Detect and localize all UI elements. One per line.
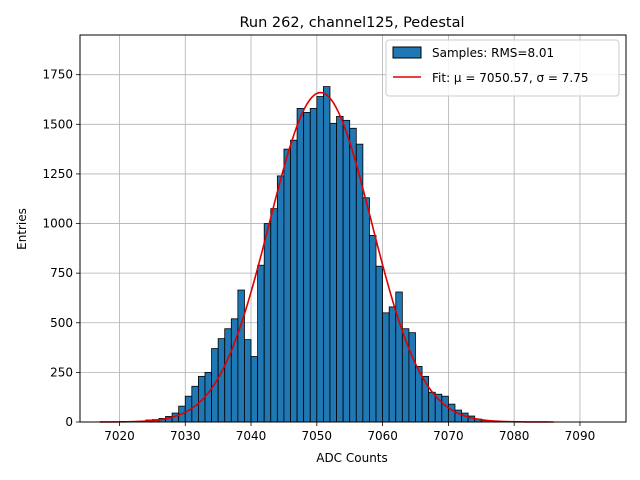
chart-title: Run 262, channel125, Pedestal [239,15,464,31]
histogram-bar [428,391,436,423]
histogram-bar [388,306,397,423]
legend: Samples: RMS=8.01 Fit: μ = 7050.57, σ = … [385,39,620,97]
histogram-bar [224,328,232,423]
histogram-bar [447,403,456,423]
histogram-bar [382,312,390,423]
histogram-bar [283,148,291,423]
histogram-bar [441,395,449,423]
histogram-bar [349,127,357,423]
gaussian-fit-curve [99,91,554,423]
histogram-bar [375,265,384,423]
y-tick-label: 1000 [42,217,73,231]
x-tick-label: 7050 [302,429,333,443]
histogram-bar [237,289,245,423]
histogram-bar [342,119,351,423]
x-tick-label: 7080 [499,429,530,443]
histogram-bar [257,264,265,423]
histogram-bar [296,108,305,423]
y-tick-label: 1500 [42,117,73,131]
x-tick-label: 7070 [433,429,464,443]
histogram-bar [250,356,259,423]
histogram-bar [329,122,337,423]
histogram-bar [204,371,212,423]
histogram-bar [270,208,278,423]
legend-box [385,39,620,97]
y-axis-label: Entries [15,208,29,250]
x-axis-ticks: 7020 7030 7040 7050 7060 7070 7080 7090 [104,422,595,443]
histogram-bar [401,328,410,423]
histogram-bar [211,348,219,423]
legend-label-samples: Samples: RMS=8.01 [432,46,554,60]
x-tick-label: 7040 [236,429,267,443]
histogram-bar [263,223,272,423]
x-tick-label: 7030 [170,429,201,443]
histogram-bars [145,86,502,423]
histogram-bar [244,339,252,423]
y-tick-label: 750 [50,266,73,280]
y-tick-label: 250 [50,365,73,379]
histogram-bar [322,86,331,423]
plot-frame [79,34,627,423]
y-axis-ticks: 0 250 500 750 1000 1250 1500 1750 [42,68,80,429]
histogram-bar [276,175,285,423]
histogram-bar [369,235,377,423]
y-tick-label: 500 [50,316,73,330]
histogram-bar [217,338,226,423]
histogram-bar [309,108,318,423]
x-tick-label: 7020 [104,429,135,443]
y-tick-label: 0 [65,415,73,429]
x-tick-label: 7060 [367,429,398,443]
histogram-bar [408,332,416,423]
legend-swatch-samples [392,46,422,59]
y-tick-label: 1750 [42,68,73,82]
histogram-bar [362,197,370,423]
fit-curve-group [99,91,554,423]
y-tick-label: 1250 [42,167,73,181]
x-axis-label: ADC Counts [316,451,388,465]
legend-label-fit: Fit: μ = 7050.57, σ = 7.75 [432,71,589,85]
x-tick-label: 7090 [565,429,596,443]
histogram-bar [336,115,344,423]
histogram-bar [290,139,298,423]
histogram-bar [316,96,324,423]
histogram-bar [303,112,311,423]
